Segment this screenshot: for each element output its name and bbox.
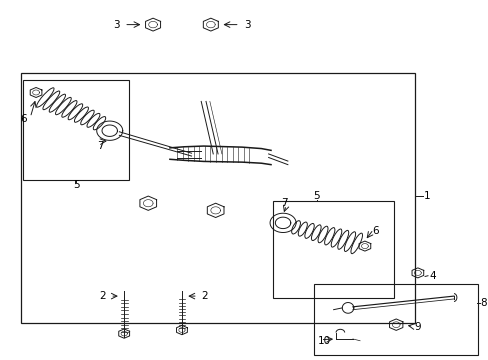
Text: 2: 2 xyxy=(100,291,106,301)
Text: 9: 9 xyxy=(414,322,420,332)
Text: 3: 3 xyxy=(244,20,251,30)
Text: 5: 5 xyxy=(313,191,320,201)
Text: 1: 1 xyxy=(423,191,429,201)
Text: 6: 6 xyxy=(371,226,378,236)
Bar xyxy=(23,80,129,180)
Text: 5: 5 xyxy=(73,180,79,190)
Text: 2: 2 xyxy=(201,291,207,301)
Text: 8: 8 xyxy=(480,298,486,308)
Text: 6: 6 xyxy=(20,113,26,123)
Text: 7: 7 xyxy=(97,141,103,151)
Text: 7: 7 xyxy=(281,198,287,208)
Bar xyxy=(20,73,415,323)
Text: 10: 10 xyxy=(318,336,331,346)
Text: 4: 4 xyxy=(428,271,435,282)
Text: 3: 3 xyxy=(113,20,119,30)
Bar xyxy=(273,202,393,298)
Bar xyxy=(314,284,477,355)
